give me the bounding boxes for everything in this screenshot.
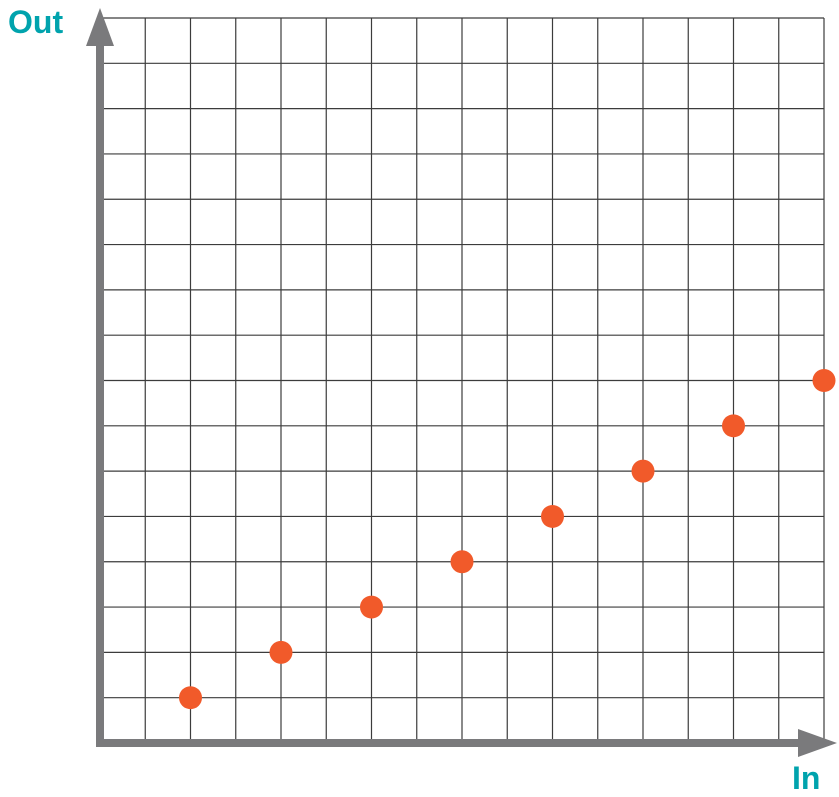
data-point (541, 504, 564, 528)
x-axis-label: In (792, 760, 821, 796)
axes (86, 8, 837, 757)
x-axis-arrow (798, 729, 837, 757)
y-axis-arrow (86, 8, 114, 46)
data-point (269, 640, 293, 664)
data-point (812, 369, 836, 392)
data-point (450, 550, 474, 574)
grid (100, 17, 825, 743)
data-point (360, 595, 383, 619)
data-points (179, 369, 836, 710)
data-point (722, 414, 745, 438)
y-axis-label: Out (8, 4, 64, 40)
data-point (631, 459, 655, 483)
data-point (179, 686, 202, 710)
